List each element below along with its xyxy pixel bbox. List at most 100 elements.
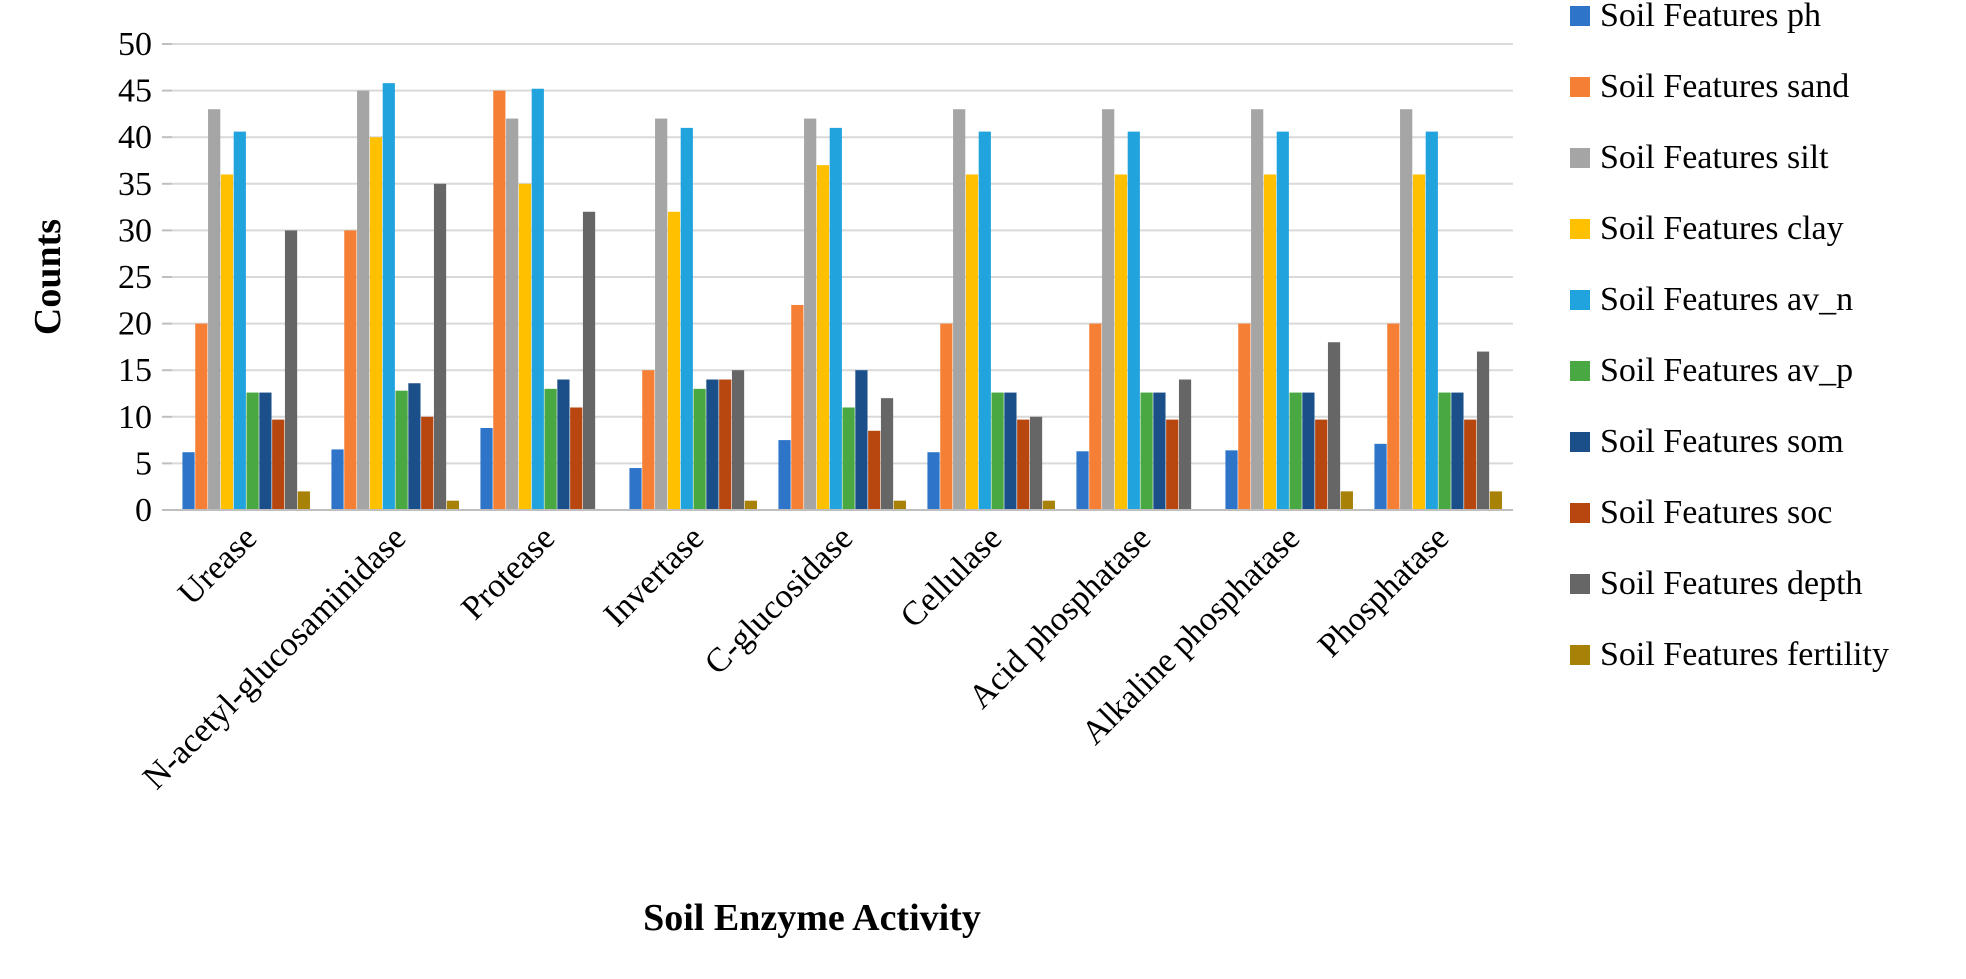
bar: [1225, 450, 1238, 510]
bar: [978, 131, 991, 511]
x-tick-label: Cellulase: [894, 519, 1010, 635]
bar: [1387, 323, 1400, 510]
bar: [1251, 109, 1264, 511]
legend-swatch: [1570, 6, 1590, 26]
bar: [1302, 392, 1315, 510]
bar: [1127, 131, 1140, 511]
bar: [544, 388, 557, 510]
bar: [272, 419, 285, 510]
bar: [382, 83, 395, 510]
bar: [953, 109, 966, 511]
bar: [1102, 109, 1115, 511]
bar: [1476, 351, 1490, 510]
bar: [855, 370, 868, 510]
bar: [1017, 419, 1030, 510]
bar: [655, 118, 668, 510]
bar: [395, 390, 408, 510]
bar: [667, 211, 681, 510]
y-tick-label: 5: [135, 445, 152, 482]
legend-label: Soil Features soc: [1600, 494, 1832, 531]
bar: [433, 183, 447, 511]
bar: [778, 440, 791, 510]
legend-label: Soil Features sand: [1600, 68, 1849, 105]
y-tick-label: 0: [135, 492, 152, 529]
bar: [506, 118, 519, 510]
legend-label: Soil Features fertility: [1600, 636, 1889, 673]
bar: [680, 127, 693, 510]
bar: [369, 137, 383, 510]
x-tick-label: Protease: [455, 519, 563, 627]
legend-swatch: [1570, 361, 1590, 381]
y-tick-label: 15: [118, 352, 152, 389]
bar: [246, 392, 259, 510]
legend-label: Soil Features av_p: [1600, 352, 1853, 389]
bars: [182, 83, 1502, 511]
x-tick-label: C-glucosidase: [698, 519, 860, 681]
bar: [1315, 419, 1328, 510]
y-tick-label: 45: [118, 73, 152, 110]
bar: [1451, 392, 1464, 510]
bar: [518, 183, 532, 511]
bar: [629, 468, 642, 510]
legend-swatch: [1570, 432, 1590, 452]
bar: [880, 398, 894, 510]
x-tick-label: Urease: [171, 519, 264, 612]
bar: [1425, 131, 1438, 511]
y-tick-label: 50: [118, 26, 152, 63]
y-tick-label: 40: [118, 119, 152, 156]
bar: [493, 90, 506, 510]
bar: [233, 131, 246, 511]
bar: [1464, 419, 1477, 510]
y-tick-label: 35: [118, 166, 152, 203]
bar: [1289, 392, 1302, 510]
bar: [829, 127, 842, 510]
bar: [842, 407, 855, 510]
bar: [1327, 342, 1341, 510]
legend-label: Soil Features depth: [1600, 565, 1863, 602]
legend-label: Soil Features silt: [1600, 139, 1829, 176]
bar: [446, 500, 459, 510]
legend-swatch: [1570, 574, 1590, 594]
bar: [893, 500, 906, 510]
bar: [1153, 392, 1166, 510]
bar: [408, 383, 421, 510]
bar: [991, 392, 1004, 510]
bar: [706, 379, 719, 510]
bar: [1438, 392, 1451, 510]
bar: [220, 174, 234, 511]
y-tick-label: 20: [118, 306, 152, 343]
bar: [791, 304, 804, 510]
bar: [642, 370, 655, 510]
legend-swatch: [1570, 290, 1590, 310]
bar: [1412, 174, 1426, 511]
x-tick-label: Invertase: [597, 519, 711, 633]
legend-label: Soil Features som: [1600, 423, 1844, 460]
bar: [297, 491, 310, 510]
bar: [1029, 416, 1043, 510]
bar: [1076, 451, 1089, 510]
x-axis-title: Soil Enzyme Activity: [643, 897, 981, 939]
bar: [344, 230, 357, 510]
bar: [557, 379, 570, 510]
bar: [731, 370, 745, 510]
bar: [693, 388, 706, 510]
bar: [570, 407, 583, 510]
y-axis-ticks: 0 5 10 15 20 25 30 35 40 45 50: [118, 26, 172, 529]
bar: [357, 90, 370, 510]
bar: [259, 392, 272, 510]
bar: [1263, 174, 1277, 511]
legend-swatch: [1570, 219, 1590, 239]
legend-label: Soil Features clay: [1600, 210, 1844, 247]
legend-swatch: [1570, 148, 1590, 168]
bar: [1374, 443, 1387, 510]
bar: [1340, 491, 1353, 510]
bar: [582, 211, 596, 510]
x-tick-label: N-acetyl-glucosaminidase: [136, 519, 413, 796]
bar: [1004, 392, 1017, 510]
bar: [1089, 323, 1102, 510]
y-axis-title: Counts: [27, 219, 69, 335]
bar: [1238, 323, 1251, 510]
bar: [1042, 500, 1055, 510]
bar: [940, 323, 953, 510]
